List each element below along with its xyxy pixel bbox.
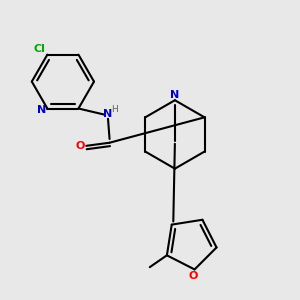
Text: N: N [103, 109, 112, 119]
Text: N: N [37, 105, 46, 115]
Text: N: N [170, 90, 179, 100]
Text: O: O [76, 141, 85, 151]
Text: O: O [188, 271, 198, 281]
Text: Cl: Cl [34, 44, 46, 54]
Text: H: H [112, 105, 118, 114]
